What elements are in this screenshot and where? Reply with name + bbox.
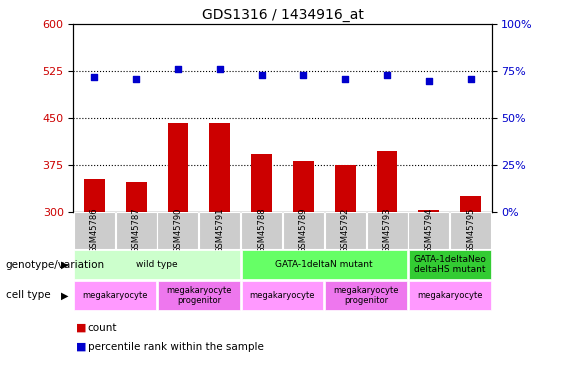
Bar	[74, 281, 157, 310]
Text: GATA-1deltaN mutant: GATA-1deltaN mutant	[276, 260, 373, 269]
Point	[215, 66, 224, 72]
Text: megakaryocyte
progenitor: megakaryocyte progenitor	[333, 286, 399, 305]
Bar	[283, 212, 324, 249]
Title: GDS1316 / 1434916_at: GDS1316 / 1434916_at	[202, 8, 363, 22]
Point	[257, 72, 266, 78]
Text: wild type: wild type	[136, 260, 178, 269]
Bar	[418, 210, 440, 212]
Text: GSM45790: GSM45790	[173, 208, 182, 254]
Bar	[84, 179, 105, 212]
Text: percentile rank within the sample: percentile rank within the sample	[88, 342, 263, 351]
Bar	[334, 165, 356, 212]
Bar	[209, 123, 231, 212]
Bar	[74, 250, 240, 279]
Text: megakaryocyte
progenitor: megakaryocyte progenitor	[166, 286, 232, 305]
Bar	[241, 281, 324, 310]
Bar	[325, 281, 407, 310]
Text: ▶: ▶	[61, 291, 69, 300]
Point	[383, 72, 392, 78]
Bar	[408, 212, 449, 249]
Bar	[460, 196, 481, 212]
Bar	[74, 212, 115, 249]
Bar	[450, 212, 491, 249]
Bar	[251, 154, 272, 212]
Point	[466, 76, 475, 82]
Text: GSM45787: GSM45787	[132, 208, 141, 254]
Text: GSM45793: GSM45793	[383, 208, 392, 254]
Text: GSM45794: GSM45794	[424, 208, 433, 254]
Text: megakaryocyte: megakaryocyte	[82, 291, 148, 300]
Text: megakaryocyte: megakaryocyte	[417, 291, 483, 300]
Text: GSM45791: GSM45791	[215, 208, 224, 254]
Bar	[125, 182, 147, 212]
Bar	[158, 281, 240, 310]
Bar	[408, 250, 491, 279]
Text: megakaryocyte: megakaryocyte	[250, 291, 315, 300]
Text: GATA-1deltaNeo
deltaHS mutant: GATA-1deltaNeo deltaHS mutant	[414, 255, 486, 274]
Bar	[167, 123, 189, 212]
Bar	[158, 212, 198, 249]
Text: GSM45788: GSM45788	[257, 208, 266, 254]
Text: count: count	[88, 323, 117, 333]
Point	[299, 72, 308, 78]
Bar	[377, 151, 398, 212]
Text: GSM45795: GSM45795	[466, 208, 475, 254]
Bar	[408, 281, 491, 310]
Bar	[325, 212, 366, 249]
Point	[173, 66, 182, 72]
Text: cell type: cell type	[6, 291, 50, 300]
Point	[90, 74, 99, 80]
Text: ▶: ▶	[61, 260, 69, 270]
Point	[132, 76, 141, 82]
Bar	[241, 250, 407, 279]
Text: ■: ■	[76, 342, 87, 351]
Bar	[199, 212, 240, 249]
Text: GSM45786: GSM45786	[90, 208, 99, 254]
Bar	[241, 212, 282, 249]
Text: GSM45789: GSM45789	[299, 208, 308, 254]
Point	[341, 76, 350, 82]
Text: ■: ■	[76, 323, 87, 333]
Bar	[293, 160, 314, 212]
Point	[424, 78, 433, 84]
Bar	[367, 212, 407, 249]
Bar	[116, 212, 157, 249]
Text: genotype/variation: genotype/variation	[6, 260, 105, 270]
Text: GSM45792: GSM45792	[341, 208, 350, 254]
